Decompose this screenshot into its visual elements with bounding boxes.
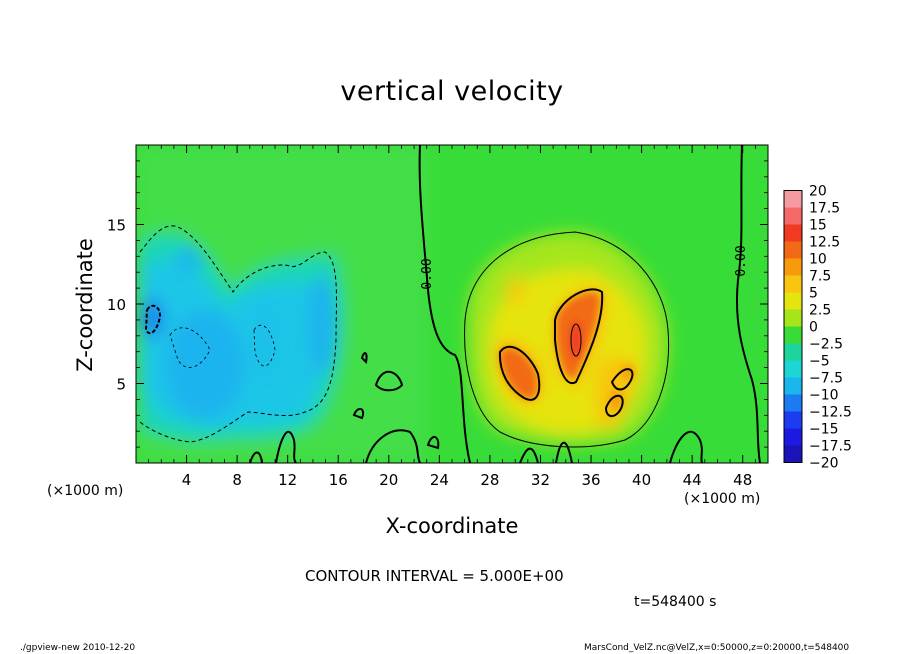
x-axis-label: X-coordinate [385, 514, 519, 538]
colorbar-segment [784, 241, 802, 259]
contour-label-center: 0.00 [420, 258, 435, 289]
colorbar-segment [784, 428, 802, 446]
colorbar-label: 10 [809, 252, 827, 268]
colorbar-segment [784, 445, 802, 463]
colorbar-label: 7.5 [809, 269, 831, 285]
contour-label-right: 0.00 [734, 245, 749, 276]
x-tick-label: 4 [182, 471, 192, 489]
y-tick-label: 5 [116, 376, 126, 394]
x-tick-label: 24 [430, 471, 449, 489]
colorbar-label: −20 [809, 456, 839, 472]
colorbar-label: −15 [809, 422, 839, 438]
colorbar-segment [784, 360, 802, 378]
colorbar-label: −7.5 [809, 371, 843, 387]
x-tick-label: 20 [379, 471, 398, 489]
colorbar-label: 2.5 [809, 303, 831, 319]
y-tick-label: 10 [107, 296, 126, 314]
x-unit-label-left: (×1000 m) [47, 483, 124, 499]
colorbar-segment [784, 377, 802, 395]
x-tick-label: 16 [329, 471, 348, 489]
x-tick-label: 28 [480, 471, 499, 489]
x-tick-label: 32 [531, 471, 550, 489]
colorbar-segment [784, 326, 802, 344]
x-unit-label-right: (×1000 m) [684, 491, 761, 507]
colorbar-segment [784, 411, 802, 429]
footer-left: ./gpview-new 2010-12-20 [20, 643, 136, 653]
colorbar-frame [783, 190, 803, 463]
colorbar-segment [784, 343, 802, 361]
colorbar-label: −12.5 [809, 405, 852, 421]
x-tick-label: 8 [232, 471, 242, 489]
colorbar-label: −5 [809, 354, 830, 370]
colorbar-label: −2.5 [809, 337, 843, 353]
colorbar: 2017.51512.5107.552.50−2.5−5−7.5−10−12.5… [783, 184, 852, 472]
contour-lines [139, 145, 761, 463]
footer-right: MarsCond_VelZ.nc@VelZ,x=0:50000,z=0:2000… [584, 643, 850, 653]
colorbar-segment [784, 292, 802, 310]
contour-interval-text: CONTOUR INTERVAL = 5.000E+00 [305, 567, 564, 585]
velocity-field [136, 145, 768, 463]
chart-title: vertical velocity [340, 76, 564, 107]
x-tick-label: 36 [581, 471, 600, 489]
colorbar-segment [784, 258, 802, 276]
colorbar-segment [784, 275, 802, 293]
colorbar-label: 12.5 [809, 235, 840, 251]
colorbar-segment [784, 190, 802, 208]
x-tick-label: 40 [632, 471, 651, 489]
colorbar-segment [784, 224, 802, 242]
colorbar-segment [784, 207, 802, 225]
colorbar-segment [784, 394, 802, 412]
y-tick-label: 15 [107, 217, 126, 235]
colorbar-label: 17.5 [809, 201, 840, 217]
colorbar-label: 20 [809, 184, 827, 200]
colorbar-label: −17.5 [809, 439, 852, 455]
time-label: t=548400 s [634, 594, 717, 610]
x-tick-label: 12 [278, 471, 297, 489]
colorbar-label: −10 [809, 388, 839, 404]
colorbar-label: 0 [809, 320, 818, 336]
colorbar-label: 15 [809, 218, 827, 234]
colorbar-label: 5 [809, 286, 818, 302]
colorbar-segment [784, 309, 802, 327]
x-tick-label: 48 [733, 471, 752, 489]
x-tick-label: 44 [683, 471, 702, 489]
